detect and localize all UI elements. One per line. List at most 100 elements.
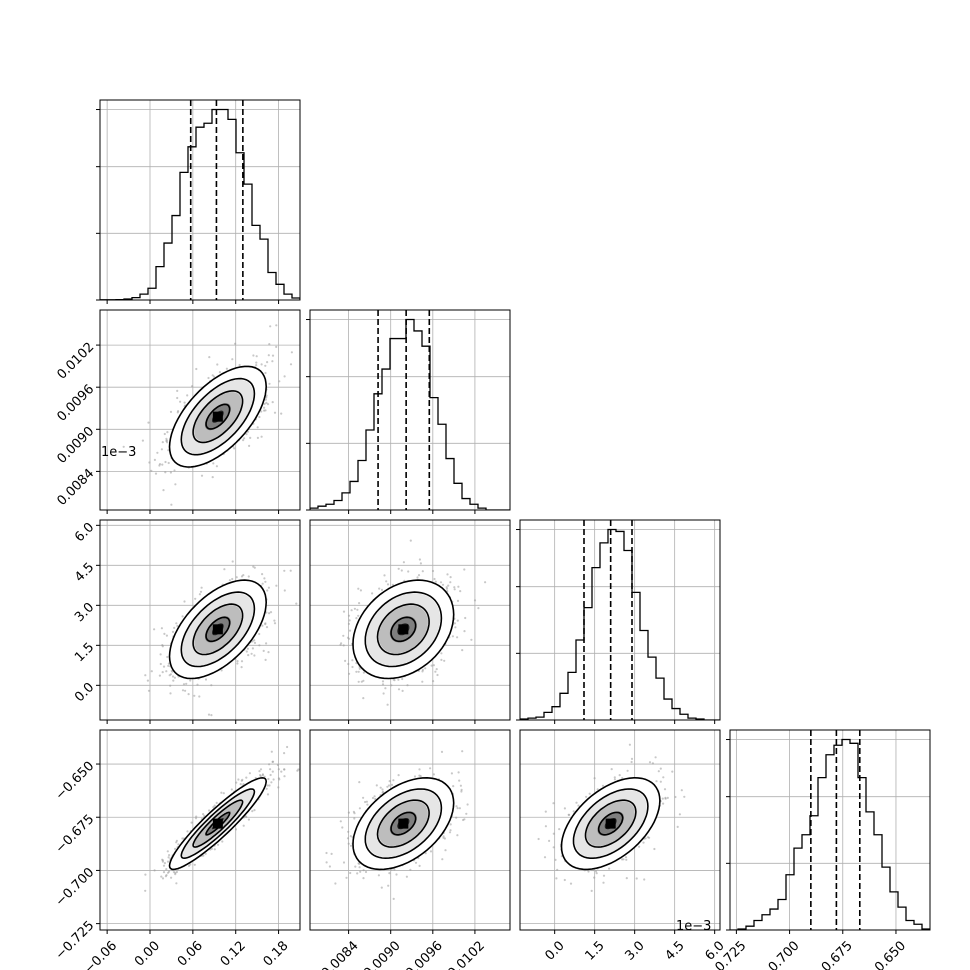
scatter-point [676,825,679,829]
scatter-point [683,795,686,798]
scatter-point [330,852,333,856]
scatter-point [418,768,421,771]
scatter-point [253,654,256,657]
scatter-point [161,671,164,674]
scatter-point [175,622,178,625]
density-peak-3-0 [212,818,223,829]
scatter-point [628,743,632,746]
scatter-point [348,619,351,622]
contour-2-0-1 [180,591,256,668]
scatter-point [162,871,166,874]
scatter-point [148,461,151,464]
scatter-point [340,642,343,645]
scatter-point [384,687,387,690]
scatter-point [263,775,266,778]
scatter-point [161,463,164,466]
scatter-point [141,439,144,442]
scatter-point [199,590,203,593]
scatter-point [460,788,463,792]
scatter-point [269,611,273,614]
scatter-point [245,776,248,779]
scatter-point [280,412,283,415]
scatter-point [371,592,374,595]
scatter-point [256,426,259,429]
scatter-point [223,568,226,571]
scatter-point [231,577,234,581]
scatter-point [234,342,237,345]
scatter-point [220,669,223,672]
scatter-point [215,465,218,468]
scatter-point [181,837,184,840]
ytick-label-2-3: 4.5 [72,560,97,585]
scatter-point [289,569,292,572]
scatter-point [173,469,176,472]
scatter-point [210,847,213,850]
scatter-point [220,791,223,794]
panel-frame-2-0 [99,519,301,721]
scatter-point [210,714,213,717]
scatter-point [160,875,163,878]
scatter-point [289,363,293,366]
scatter-point [189,679,192,682]
scatter-point [146,679,149,682]
scatter-point [348,672,351,675]
scatter-point [275,345,278,348]
scatter-point [339,820,342,823]
scatter-point [245,650,248,653]
scatter-point [421,680,424,683]
scatter-point [382,692,385,695]
scatter-point [470,638,473,641]
scatter-point [265,626,269,629]
scatter-point [463,818,466,821]
scatter-point [283,569,286,572]
scatter-point [172,679,175,682]
scatter-point [347,842,350,845]
ytick-label-3-2: −0.675 [53,812,98,857]
scatter-point [159,653,162,656]
scatter-point [170,876,173,879]
scatter-point [246,647,249,650]
scatter-point [325,861,328,864]
ytick-label-1-3: 0.0102 [55,340,98,383]
scatter-point [268,343,271,346]
scatter-point [365,800,368,803]
scatter-point [269,325,272,328]
ytick-label-2-0: 0.0 [72,680,97,705]
scatter-point [375,784,378,787]
scatter-point [429,850,433,853]
scatter-point [231,560,234,563]
scatter-point [325,851,328,855]
scatter-point [222,792,225,795]
scatter-point [429,767,432,770]
scatter-point [167,856,170,859]
scatter-point [253,639,256,642]
scatter-point [260,410,263,413]
scatter-point [454,626,457,629]
scatter-point [182,683,186,686]
scatter-point [269,773,272,777]
scatter-point [231,358,234,361]
scatter-point [413,775,417,778]
scatter-point [348,629,352,632]
scatter-point [455,816,458,819]
scatter-point [435,668,438,671]
scatter-point [449,581,452,584]
scatter-point [334,882,337,885]
scatter-point [346,837,350,840]
scatter-point [450,772,453,775]
scatter-point [262,649,265,653]
scatter-point [456,636,459,639]
scatter-point [391,583,394,586]
scatter-point [401,677,404,681]
contour-1-0-3 [205,403,231,430]
panel-body-3-0 [100,730,300,930]
scatter-point [265,401,268,404]
scatter-point [409,539,412,542]
scatter-point [358,781,361,784]
scatter-point [194,597,197,600]
scatter-point [163,632,166,636]
scatter-point [342,634,345,637]
scatter-point [268,612,271,615]
scatter-point [465,812,468,815]
scatter-point [458,779,461,782]
